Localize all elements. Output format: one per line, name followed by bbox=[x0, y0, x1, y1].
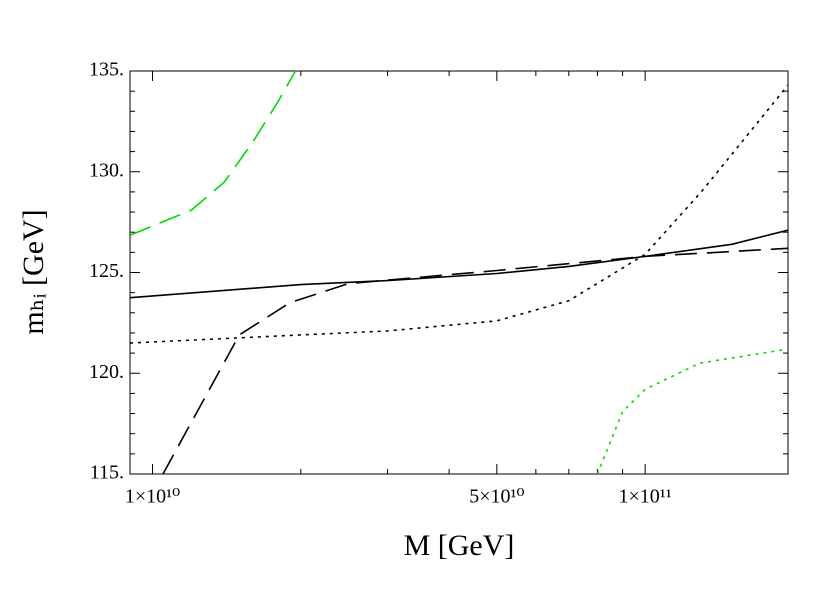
x-axis-label: M [GeV] bbox=[404, 529, 515, 562]
x-tick-label: 5×10¹⁰ bbox=[469, 486, 524, 508]
series-line bbox=[162, 247, 788, 474]
series-line bbox=[596, 348, 788, 474]
plot-frame bbox=[129, 70, 789, 475]
y-tick-label: 135. bbox=[89, 59, 124, 81]
series-line bbox=[130, 71, 297, 236]
series-line bbox=[130, 84, 788, 344]
y-tick-label: 115. bbox=[90, 462, 124, 484]
y-tick-label: 120. bbox=[89, 361, 124, 383]
y-axis-label: mₕᵢ [GeV] bbox=[17, 209, 50, 334]
x-tick-label: 1×10¹¹ bbox=[618, 486, 671, 508]
y-tick-label: 125. bbox=[89, 260, 124, 282]
y-tick-label: 130. bbox=[89, 159, 124, 181]
x-tick-label: 1×10¹⁰ bbox=[125, 486, 180, 508]
series-line bbox=[130, 229, 788, 299]
